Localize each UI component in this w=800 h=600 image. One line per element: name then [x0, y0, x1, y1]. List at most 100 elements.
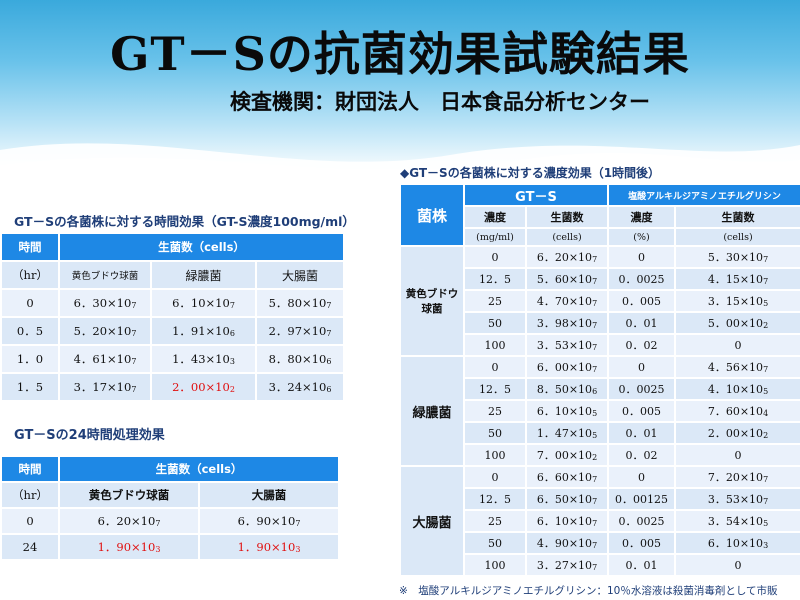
count-cell: 3．53×107 — [525, 333, 609, 357]
count-cell: 7．20×107 — [673, 465, 800, 489]
bacteria-header: 緑膿菌 — [150, 260, 257, 290]
conc-cell: 0．02 — [607, 333, 676, 357]
group-ref-header: 塩酸アルキルジアミノエチルグリシン — [606, 183, 800, 207]
table-row: 1．5 3．17×107 2．00×102 3．24×106 — [0, 372, 346, 402]
count-cell: 7．00×102 — [525, 443, 609, 467]
count-cell: 6．30×107 — [58, 288, 152, 318]
count-cell: 6．50×107 — [525, 487, 609, 511]
conc-cell: 0 — [607, 355, 676, 379]
col-count-header: 生菌数 — [673, 205, 800, 229]
conc-cell: 0 — [607, 245, 676, 269]
table-row: 黄色ブドウ 球菌 0 6．20×107 0 5．30×107 — [399, 245, 800, 357]
count-cell: 6．10×103 — [673, 531, 800, 555]
bacteria-header: 黄色ブドウ球菌 — [58, 481, 200, 509]
col-count-header: 生菌数 — [525, 205, 609, 229]
conc-cell: 50 — [463, 531, 527, 555]
strain-name: 黄色ブドウ 球菌 — [399, 245, 465, 357]
conc-cell: 0．01 — [607, 421, 676, 445]
count-cell: 4．90×107 — [525, 531, 609, 555]
conc-cell: 0 — [463, 355, 527, 379]
table-row: 100 3．53×107 0．02 0 — [400, 333, 800, 357]
count-cell: 3．17×107 — [58, 372, 152, 402]
table-row: 緑膿菌 0 6．00×107 0 4．56×107 — [399, 355, 800, 467]
count-cell: 3．98×107 — [525, 311, 609, 335]
count-cell: 0 — [673, 443, 800, 467]
time-cell: 0 — [0, 507, 60, 535]
conc-cell: 25 — [463, 399, 527, 423]
count-cell: 6．20×107 — [525, 245, 609, 269]
col-strain-header: 菌株 — [399, 183, 465, 247]
time-cell: 0．5 — [0, 316, 60, 346]
conc-cell: 0 — [463, 245, 527, 269]
col-time-header: 時間 — [0, 455, 60, 483]
conc-cell: 0 — [463, 465, 527, 489]
count-cell: 3．24×106 — [254, 372, 346, 402]
conc-cell: 0．005 — [607, 289, 676, 313]
conc-cell: 100 — [463, 333, 527, 357]
col-time-header: 時間 — [0, 232, 60, 262]
bacteria-header: 黄色ブドウ球菌 — [58, 260, 152, 290]
conc-cell: 0．005 — [607, 399, 676, 423]
page-subtitle: 検査機関：財団法人 日本食品分析センター — [230, 90, 650, 114]
table-row: 0 6．30×107 6．10×107 5．80×107 — [0, 288, 346, 318]
section2-title: GT－Sの24時間処理効果 — [14, 428, 165, 443]
conc-cell: 12．5 — [463, 487, 527, 511]
count-cell: 4．10×105 — [673, 377, 800, 401]
conc-cell: 12．5 — [463, 267, 527, 291]
count-cell: 0 — [673, 333, 800, 357]
count-cell: 6．10×105 — [525, 399, 609, 423]
col-count-header: 生菌数（cells） — [57, 455, 341, 483]
table-row: 25 6．10×105 0．005 7．60×104 — [400, 399, 800, 423]
strain-name: 大腸菌 — [399, 465, 465, 577]
count-cell: 2．97×107 — [254, 316, 346, 346]
conc-cell: 0．0025 — [607, 267, 676, 291]
count-cell: 1．43×103 — [150, 344, 257, 374]
table-row: 大腸菌 0 6．60×107 0 7．20×107 — [399, 465, 800, 577]
section3-title-text: GT－Sの各菌株に対する濃度効果（1時間後） — [409, 166, 661, 180]
count-cell: 5．30×107 — [673, 245, 800, 269]
conc-cell: 0．02 — [607, 443, 676, 467]
table-row: 100 7．00×102 0．02 0 — [400, 443, 800, 467]
count-cell: 6．10×107 — [525, 509, 609, 533]
conc-cell: 100 — [463, 553, 527, 577]
conc-cell: 25 — [463, 289, 527, 313]
24h-effect-table: 時間 生菌数（cells） （hr） 黄色ブドウ球菌 大腸菌 0 6．20×107… — [0, 455, 341, 561]
count-cell: 6．00×107 — [525, 355, 609, 379]
table-row: 12．5 6．50×107 0．00125 3．53×107 — [400, 487, 800, 511]
conc-cell: 0．005 — [607, 531, 676, 555]
count-cell: 5．00×102 — [673, 311, 800, 335]
count-cell: 6．20×107 — [58, 507, 200, 535]
count-cell: 5．80×107 — [254, 288, 346, 318]
section3-title: GT－Sの各菌株に対する濃度効果（1時間後） — [400, 164, 660, 181]
count-cell: 5．20×107 — [58, 316, 152, 346]
page-title: GT－Sの抗菌効果試験結果 — [110, 27, 690, 81]
concentration-effect-table: 菌株 GT－S 塩酸アルキルジアミノエチルグリシン 濃度 生菌数 濃度 生菌数 … — [399, 183, 800, 577]
count-cell: 3．54×105 — [673, 509, 800, 533]
col-conc-header: 濃度 — [607, 205, 676, 229]
time-cell: 0 — [0, 288, 60, 318]
time-unit: （hr） — [0, 260, 60, 290]
count-cell: 7．60×104 — [673, 399, 800, 423]
bacteria-header: 大腸菌 — [197, 481, 341, 509]
count-cell: 2．00×102 — [673, 421, 800, 445]
count-cell: 1．90×103 — [197, 533, 341, 561]
time-cell: 24 — [0, 533, 60, 561]
count-cell: 1．47×105 — [525, 421, 609, 445]
conc-cell: 0．00125 — [607, 487, 676, 511]
col-conc-header: 濃度 — [463, 205, 527, 229]
group-gts-header: GT－S — [463, 183, 609, 207]
table-row: 12．5 8．50×106 0．0025 4．10×105 — [400, 377, 800, 401]
conc-cell: 0．01 — [607, 553, 676, 577]
col-count-header: 生菌数（cells） — [57, 232, 346, 262]
table-row: 100 3．27×107 0．01 0 — [400, 553, 800, 577]
time-effect-table: 時間 生菌数（cells） （hr） 黄色ブドウ球菌 緑膿菌 大腸菌 0 6．30… — [0, 232, 346, 402]
conc-cell: 50 — [463, 421, 527, 445]
count-cell: 5．60×107 — [525, 267, 609, 291]
table-row: 50 1．47×105 0．01 2．00×102 — [400, 421, 800, 445]
table-row: 50 4．90×107 0．005 6．10×103 — [400, 531, 800, 555]
unit-label: (%) — [607, 227, 676, 247]
conc-cell: 25 — [463, 509, 527, 533]
count-cell: 3．53×107 — [673, 487, 800, 511]
count-cell: 1．91×106 — [150, 316, 257, 346]
table-row: 1．0 4．61×107 1．43×103 8．80×106 — [0, 344, 346, 374]
